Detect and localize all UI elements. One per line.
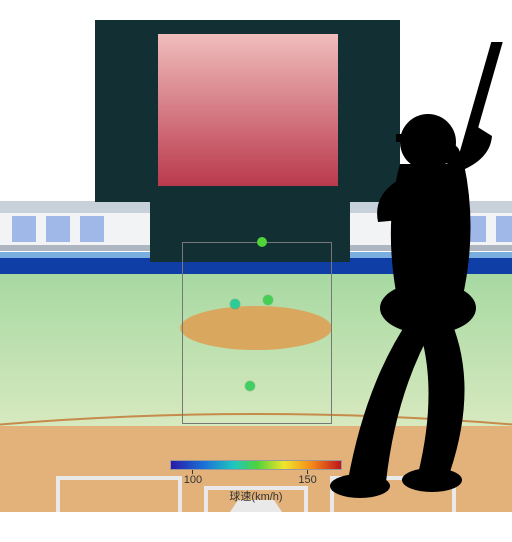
pitch-marker xyxy=(263,295,273,305)
pitch-marker xyxy=(257,237,267,247)
colorbar-axis-label: 球速(km/h) xyxy=(170,488,342,504)
colorbar-tick-label: 100 xyxy=(179,474,207,486)
pitch-marker xyxy=(230,299,240,309)
pitch-marker xyxy=(245,381,255,391)
pitch-location-chart: 100 150 球速(km/h) xyxy=(0,0,512,512)
speed-colorbar xyxy=(170,460,342,470)
colorbar-tick-label: 150 xyxy=(294,474,322,486)
